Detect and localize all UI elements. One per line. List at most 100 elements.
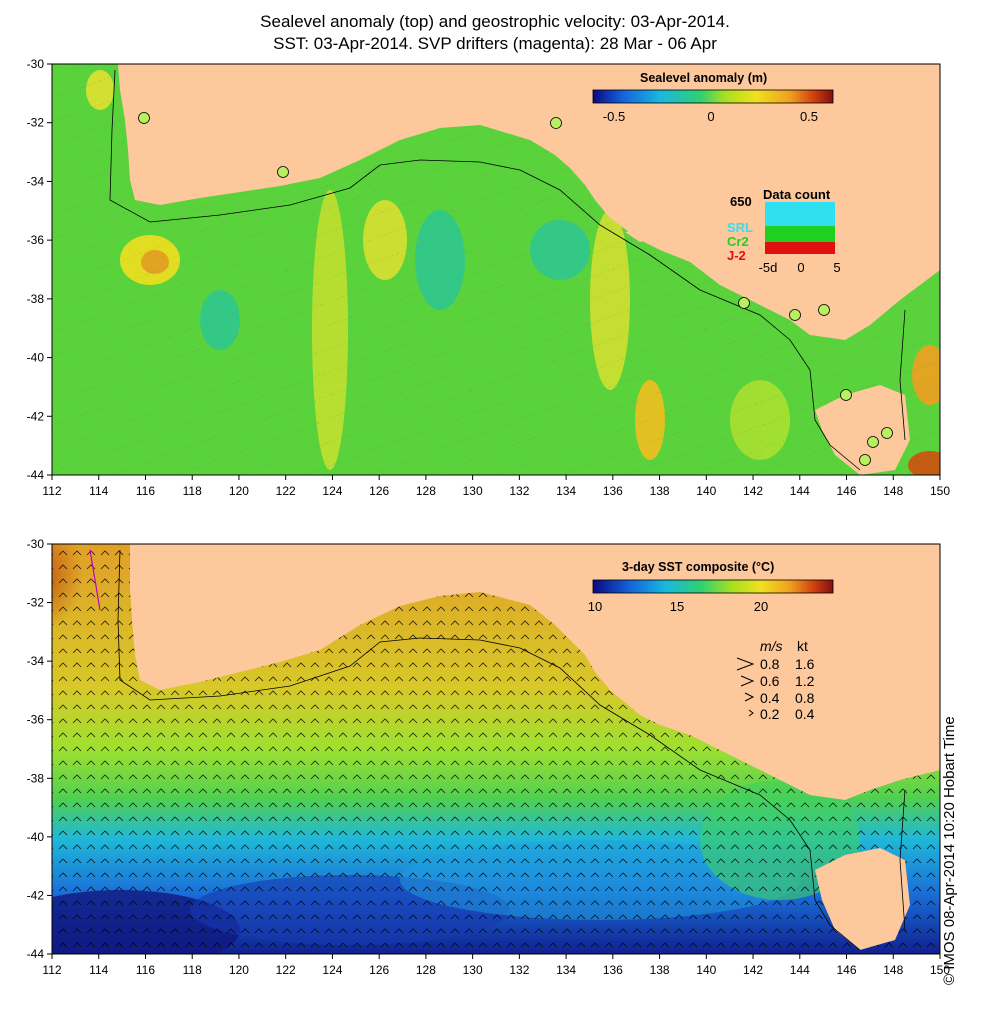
sla-tick-2: 0.5: [800, 109, 818, 124]
shelf-contour-top: [109, 69, 906, 471]
top-lon-label: 142: [743, 484, 763, 498]
sla-tick-1: 0: [707, 109, 714, 124]
top-lon-label: 128: [416, 484, 436, 498]
bottom-lon-label: 134: [556, 963, 576, 977]
top-lon-label: 122: [276, 484, 296, 498]
sla-colorbar-title: Sealevel anomaly (m): [640, 71, 767, 85]
top-lat-label: -32: [27, 116, 45, 130]
copyright-stamp: © IMOS 08-Apr-2014 10:20 Hobart Time: [941, 716, 958, 985]
top-lon-label: 116: [136, 484, 155, 498]
data-count-max: 650: [730, 194, 752, 209]
top-lon-label: 124: [322, 484, 342, 498]
bottom-lon-label: 128: [416, 963, 436, 977]
top-lon-label: 136: [603, 484, 623, 498]
bottom-lon-label: 126: [369, 963, 389, 977]
top-lon-label: 114: [89, 484, 108, 498]
top-lon-label: 126: [369, 484, 389, 498]
vel-header-ms: m/s: [760, 638, 783, 654]
mission-srl: SRL: [727, 220, 753, 235]
bottom-lon-label: 150: [930, 963, 950, 977]
top-lon-label: 146: [837, 484, 857, 498]
bottom-lon-label: 130: [463, 963, 483, 977]
sst-tick-1: 15: [670, 599, 684, 614]
title-line-1: Sealevel anomaly (top) and geostrophic v…: [260, 12, 730, 31]
bottom-lat-label: -32: [27, 596, 45, 610]
top-lon-label: 112: [42, 484, 61, 498]
mission-j2: J-2: [727, 248, 746, 263]
vel-kt-1: 1.2: [795, 673, 815, 689]
title-line-2: SST: 03-Apr-2014. SVP drifters (magenta)…: [273, 34, 717, 53]
vec-arrow-0.8: [736, 657, 755, 671]
bottom-lon-label: 146: [837, 963, 857, 977]
top-lat-label: -30: [27, 57, 45, 71]
bottom-lat-label: -34: [27, 654, 45, 668]
data-count-inset: Data count 650 SRL Cr2 J-2 -5d 0 5: [727, 187, 841, 275]
bottom-lat-label: -30: [27, 537, 45, 551]
bottom-lat-label: -40: [27, 830, 45, 844]
top-lon-label: 150: [930, 484, 950, 498]
top-lon-label: 144: [790, 484, 810, 498]
top-lon-label: 134: [556, 484, 576, 498]
tasmania-bottom: [815, 848, 910, 950]
bottom-lon-label: 122: [276, 963, 296, 977]
dc-tick-0: -5d: [759, 260, 778, 275]
bottom-lon-label: 142: [743, 963, 763, 977]
bottom-lon-label: 124: [322, 963, 342, 977]
sla-map: [52, 64, 940, 475]
sst-tick-2: 20: [754, 599, 768, 614]
vec-arrow-0.4: [744, 692, 755, 702]
top-map-axes: 112 114 116 118 120 122 124 126 128 130 132 134 136 1…: [27, 57, 951, 498]
data-count-title: Data count: [763, 187, 831, 202]
vec-arrow-0.2: [748, 709, 754, 717]
top-lat-label: -40: [27, 351, 45, 365]
top-lat-label: -34: [27, 174, 45, 188]
bottom-lat-label: -42: [27, 888, 45, 902]
top-lon-label: 118: [183, 484, 202, 498]
vec-arrow-0.6: [740, 675, 755, 687]
australia-land-bottom: [130, 544, 940, 800]
sst-colorbar: 3-day SST composite (°C) 10 15 20: [588, 560, 834, 614]
bottom-map-frame: [51, 543, 941, 955]
altimeter-tide-gauges: [138, 112, 893, 466]
bottom-lon-label: 116: [136, 963, 155, 977]
top-lon-label: 140: [696, 484, 716, 498]
top-lon-label: 132: [509, 484, 529, 498]
bottom-lon-label: 140: [696, 963, 716, 977]
vel-kt-2: 0.8: [795, 690, 815, 706]
top-lon-label: 138: [650, 484, 670, 498]
velocity-legend: m/s kt 0.8 1.6 0.6 1.2 0.4 0.8 0.2 0.4: [736, 638, 815, 722]
bottom-lat-label: -38: [27, 771, 45, 785]
top-lat-label: -36: [27, 233, 45, 247]
vel-ms-0: 0.8: [760, 656, 780, 672]
shelf-contour-bottom: [117, 549, 906, 951]
vel-kt-3: 0.4: [795, 706, 815, 722]
top-lon-label: 148: [883, 484, 903, 498]
australia-land-top: [112, 64, 940, 340]
mission-cr2: Cr2: [727, 234, 749, 249]
vel-ms-3: 0.2: [760, 706, 780, 722]
bottom-lon-label: 118: [183, 963, 202, 977]
bottom-lon-label: 112: [42, 963, 61, 977]
bottom-lat-label: -44: [27, 947, 45, 961]
sla-colorbar: Sealevel anomaly (m) -0.5 0 0.5: [592, 71, 834, 124]
top-lat-label: -42: [27, 409, 45, 423]
top-lon-label: 120: [229, 484, 249, 498]
bottom-lon-label: 144: [790, 963, 810, 977]
vel-header-kt: kt: [797, 638, 808, 654]
sst-map: [52, 544, 940, 954]
vel-ms-2: 0.4: [760, 690, 780, 706]
bottom-lon-label: 136: [603, 963, 623, 977]
bottom-lat-label: -36: [27, 713, 45, 727]
sst-tick-0: 10: [588, 599, 602, 614]
data-count-bars: [765, 202, 835, 254]
bottom-lon-label: 148: [883, 963, 903, 977]
vel-kt-0: 1.6: [795, 656, 815, 672]
bottom-map-axes: 112 114 116 118 120 122 124 126 128 130 132 134 136 1…: [27, 537, 951, 977]
top-lat-label: -38: [27, 292, 45, 306]
dc-tick-1: 0: [797, 260, 804, 275]
top-lat-label: -44: [27, 468, 45, 482]
sla-tick-0: -0.5: [603, 109, 625, 124]
sst-colorbar-title: 3-day SST composite (°C): [622, 560, 774, 574]
vel-ms-1: 0.6: [760, 673, 780, 689]
